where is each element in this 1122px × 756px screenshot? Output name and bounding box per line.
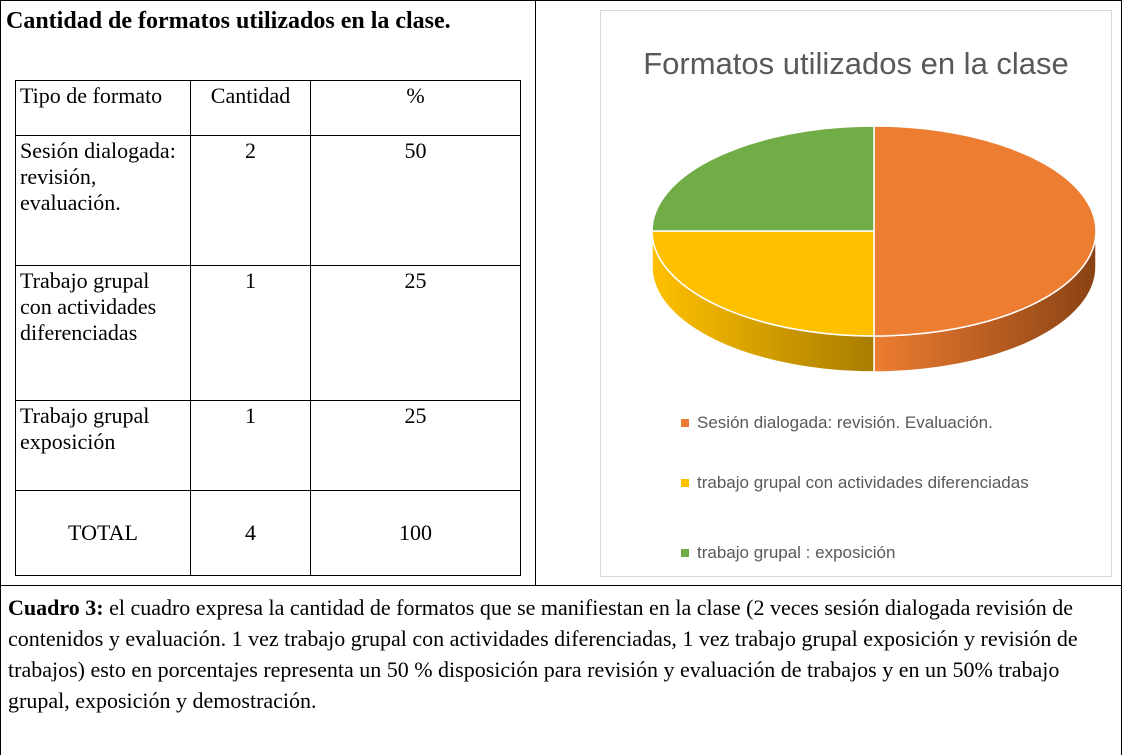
slice-top: [873, 125, 1097, 337]
legend-label: Sesión dialogada: revisión. Evaluación.: [697, 413, 993, 432]
legend-label: trabajo grupal : exposición: [697, 543, 896, 562]
cell: 1: [190, 265, 311, 401]
legend-swatch: [681, 549, 689, 557]
total-row: TOTAL 4 100: [15, 490, 521, 576]
slice: [873, 125, 1097, 373]
cell: 4: [190, 490, 311, 576]
slice: [651, 125, 875, 232]
cell: 25: [310, 400, 521, 491]
cell: 50: [310, 135, 521, 266]
legend-item: Sesión dialogada: revisión. Evaluación.: [681, 411, 1077, 435]
header-cell: Cantidad: [190, 80, 311, 136]
legend-swatch: [681, 479, 689, 487]
header-cell: Tipo de formato: [15, 80, 191, 136]
heading: Cantidad de formatos utilizados en la cl…: [6, 8, 451, 34]
row: Sesión dialogada: revisión, evaluación. …: [15, 135, 521, 266]
cell: Trabajo grupal con actividades diferenci…: [15, 265, 191, 401]
data-table: Tipo de formato Cantidad % Sesión dialog…: [15, 80, 521, 576]
caption-text: el cuadro expresa la cantidad de formato…: [8, 595, 1078, 713]
header-cell: %: [310, 80, 521, 136]
cell: 2: [190, 135, 311, 266]
cell: 100: [310, 490, 521, 576]
slice: [651, 230, 875, 373]
legend-item: trabajo grupal : exposición: [681, 541, 1077, 565]
caption: Cuadro 3: el cuadro expresa la cantidad …: [8, 592, 1113, 716]
legend-item: trabajo grupal con actividades diferenci…: [681, 471, 1077, 495]
cell: 25: [310, 265, 521, 401]
row-divider: [0, 585, 1122, 586]
cell: 1: [190, 400, 311, 491]
row: Trabajo grupal exposición 1 25: [15, 400, 521, 491]
cell: TOTAL: [15, 490, 191, 576]
pie-area: [651, 125, 1097, 373]
slice-top: [651, 125, 875, 232]
cell-divider: [535, 0, 536, 585]
cell: Sesión dialogada: revisión, evaluación.: [15, 135, 191, 266]
cell: Trabajo grupal exposición: [15, 400, 191, 491]
header-row: Tipo de formato Cantidad %: [15, 80, 521, 136]
legend-label: trabajo grupal con actividades diferenci…: [697, 473, 1029, 492]
row: Trabajo grupal con actividades diferenci…: [15, 265, 521, 401]
chart-title: Formatos utilizados en la clase: [643, 46, 1069, 81]
chart: Formatos utilizados en la clase Sesión d…: [600, 10, 1112, 577]
slice-top: [651, 230, 875, 337]
caption-label: Cuadro 3:: [8, 595, 104, 620]
legend-swatch: [681, 419, 689, 427]
